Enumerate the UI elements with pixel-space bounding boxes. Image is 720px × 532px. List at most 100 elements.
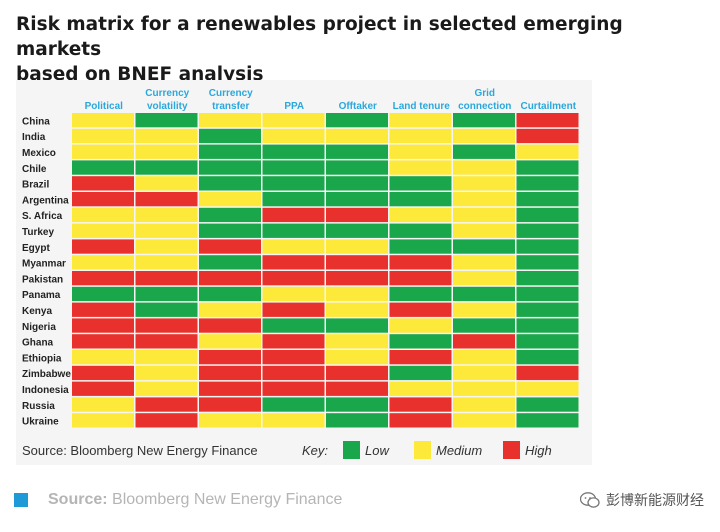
cell-kenya-grid-connection-medium: [453, 302, 515, 317]
cell-turkey-curtailment-low: [516, 223, 579, 238]
row-label-mexico: Mexico: [22, 148, 56, 159]
cell-indonesia-offtaker-high: [326, 381, 388, 396]
cell-panama-land-tenure-low: [389, 286, 452, 302]
cell-ukraine-offtaker-low: [326, 413, 388, 428]
cell-ethiopia-land-tenure-high: [389, 350, 452, 365]
column-header-ppa: PPA: [284, 101, 304, 112]
cell-russia-offtaker-low: [326, 397, 388, 412]
cell-egypt-currency-transfer-high: [199, 239, 261, 254]
column-header-curtailment: Curtailment: [520, 101, 576, 112]
cell-zimbabwe-currency-volatility-medium: [135, 365, 198, 381]
column-header-grid-connection: Grid connection: [458, 88, 511, 112]
cell-russia-land-tenure-high: [389, 397, 452, 412]
footer-source: Source: Bloomberg New Energy Finance: [48, 491, 342, 509]
row-label-egypt: Egypt: [22, 243, 50, 254]
cell-egypt-curtailment-low: [516, 239, 579, 254]
cell-kenya-offtaker-medium: [326, 302, 388, 317]
column-header-offtaker: Offtaker: [339, 101, 377, 112]
cell-zimbabwe-ppa-high: [262, 365, 325, 381]
cell-ghana-ppa-high: [262, 334, 325, 349]
cell-egypt-offtaker-medium: [326, 239, 388, 254]
cell-s-africa-land-tenure-medium: [389, 207, 452, 223]
cell-ethiopia-offtaker-medium: [326, 350, 388, 365]
cell-russia-curtailment-low: [516, 397, 579, 412]
cell-ethiopia-currency-volatility-medium: [135, 350, 198, 365]
cell-nigeria-ppa-low: [262, 318, 325, 333]
cell-india-political-medium: [72, 128, 134, 144]
cell-chile-land-tenure-medium: [389, 160, 452, 175]
row-label-pakistan: Pakistan: [22, 274, 63, 285]
cell-ukraine-currency-transfer-medium: [199, 413, 261, 428]
cell-ukraine-curtailment-low: [516, 413, 579, 428]
cell-turkey-currency-volatility-medium: [135, 223, 198, 238]
cell-s-africa-grid-connection-medium: [453, 207, 515, 223]
cell-nigeria-offtaker-low: [326, 318, 388, 333]
cell-russia-currency-transfer-high: [199, 397, 261, 412]
key-label-medium: Medium: [436, 443, 482, 458]
row-label-russia: Russia: [22, 401, 55, 412]
cell-indonesia-ppa-high: [262, 381, 325, 396]
cell-mexico-grid-connection-low: [453, 144, 515, 159]
cell-ethiopia-ppa-high: [262, 350, 325, 365]
cell-zimbabwe-curtailment-high: [516, 365, 579, 381]
row-label-india: India: [22, 132, 46, 143]
cell-argentina-ppa-low: [262, 192, 325, 207]
cell-india-offtaker-medium: [326, 128, 388, 144]
cell-indonesia-political-high: [72, 381, 134, 396]
cell-ethiopia-currency-transfer-high: [199, 350, 261, 365]
cell-chile-currency-transfer-low: [199, 160, 261, 175]
cell-nigeria-grid-connection-low: [453, 318, 515, 333]
cell-mexico-political-medium: [72, 144, 134, 159]
cell-ukraine-ppa-medium: [262, 413, 325, 428]
cell-china-currency-transfer-medium: [199, 113, 261, 128]
cell-nigeria-political-high: [72, 318, 134, 333]
cell-brazil-currency-volatility-medium: [135, 176, 198, 191]
cell-ghana-currency-volatility-high: [135, 334, 198, 349]
cell-myanmar-grid-connection-medium: [453, 255, 515, 270]
cell-indonesia-currency-volatility-medium: [135, 381, 198, 396]
cell-russia-political-medium: [72, 397, 134, 412]
cell-myanmar-ppa-high: [262, 255, 325, 270]
row-label-ethiopia: Ethiopia: [22, 353, 62, 364]
cell-indonesia-currency-transfer-high: [199, 381, 261, 396]
cell-panama-currency-transfer-low: [199, 286, 261, 302]
cell-panama-offtaker-medium: [326, 286, 388, 302]
cell-brazil-land-tenure-low: [389, 176, 452, 191]
cell-chile-grid-connection-medium: [453, 160, 515, 175]
key-label-low: Low: [365, 443, 390, 458]
cell-argentina-currency-volatility-high: [135, 192, 198, 207]
cell-nigeria-land-tenure-medium: [389, 318, 452, 333]
cell-s-africa-curtailment-low: [516, 207, 579, 223]
cell-brazil-offtaker-low: [326, 176, 388, 191]
cell-kenya-political-high: [72, 302, 134, 317]
cell-myanmar-land-tenure-high: [389, 255, 452, 270]
cell-china-curtailment-high: [516, 113, 579, 128]
cell-ghana-currency-transfer-medium: [199, 334, 261, 349]
cell-egypt-ppa-medium: [262, 239, 325, 254]
row-label-myanmar: Myanmar: [22, 259, 66, 270]
cell-argentina-grid-connection-medium: [453, 192, 515, 207]
row-label-argentina: Argentina: [22, 195, 69, 206]
row-label-panama: Panama: [22, 290, 61, 301]
cell-s-africa-currency-volatility-medium: [135, 207, 198, 223]
cell-brazil-curtailment-low: [516, 176, 579, 191]
cell-ukraine-land-tenure-high: [389, 413, 452, 428]
cell-zimbabwe-political-high: [72, 365, 134, 381]
cell-ghana-offtaker-medium: [326, 334, 388, 349]
cell-china-ppa-medium: [262, 113, 325, 128]
row-label-china: China: [22, 116, 50, 127]
row-label-chile: Chile: [22, 164, 47, 175]
cell-india-grid-connection-medium: [453, 128, 515, 144]
cell-myanmar-curtailment-low: [516, 255, 579, 270]
cell-china-land-tenure-medium: [389, 113, 452, 128]
cell-zimbabwe-offtaker-high: [326, 365, 388, 381]
cell-india-land-tenure-medium: [389, 128, 452, 144]
cell-egypt-land-tenure-low: [389, 239, 452, 254]
row-label-zimbabwe: Zimbabwe: [22, 369, 71, 380]
cell-mexico-currency-transfer-low: [199, 144, 261, 159]
cell-pakistan-ppa-high: [262, 271, 325, 286]
cell-chile-currency-volatility-low: [135, 160, 198, 175]
cell-mexico-currency-volatility-medium: [135, 144, 198, 159]
cell-argentina-curtailment-low: [516, 192, 579, 207]
column-headers: Political Currency volatility Currency trans…: [85, 88, 577, 112]
